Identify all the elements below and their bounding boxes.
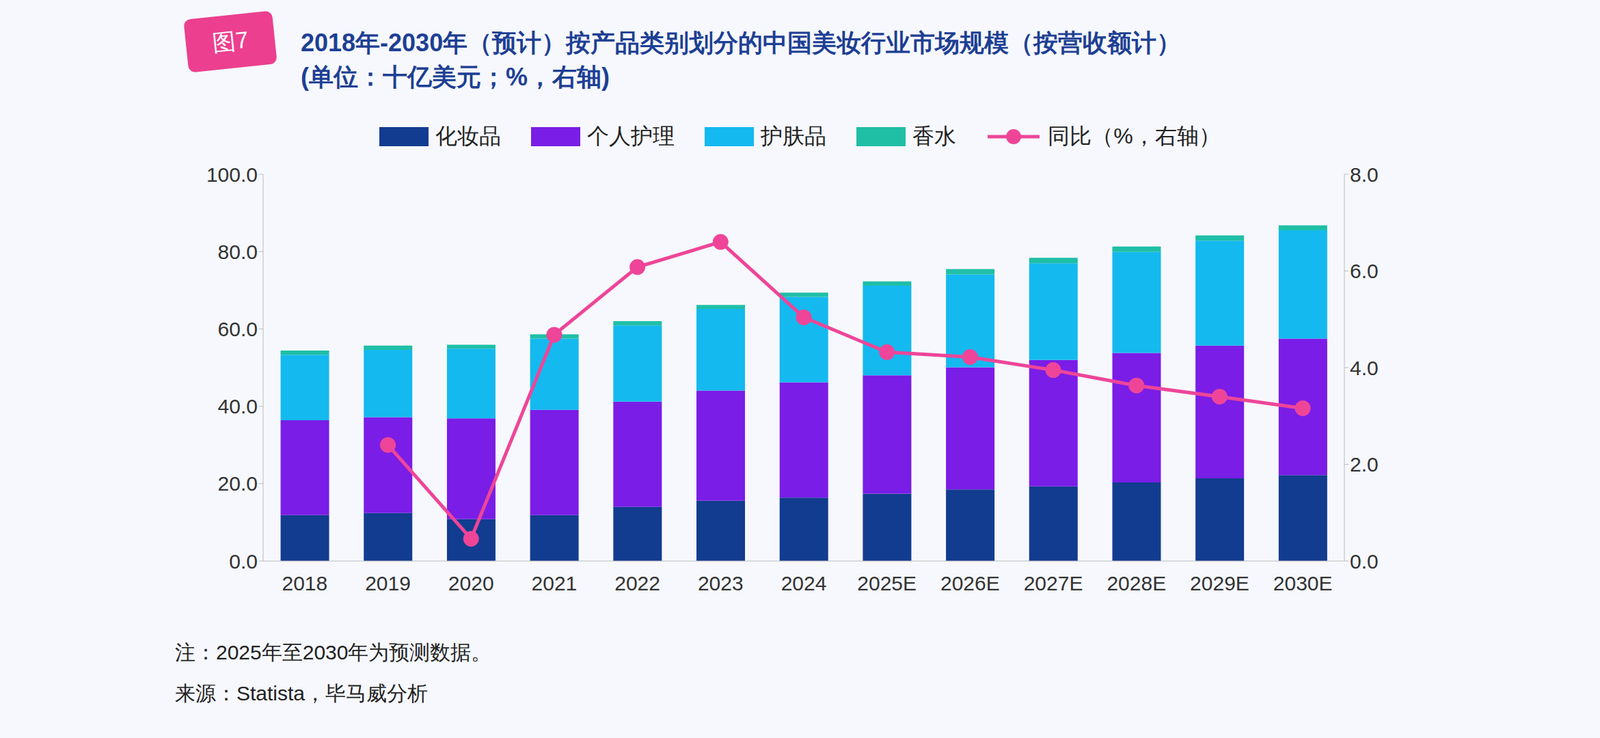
svg-text:100.0: 100.0	[206, 163, 258, 186]
html-text:图7: 图7	[210, 26, 250, 56]
svg-text:2021: 2021	[531, 572, 578, 595]
html-text:同比（%，右轴）: 同比（%，右轴）	[1047, 123, 1221, 149]
svg-text:20.0: 20.0	[218, 472, 258, 495]
svg-text:0.0: 0.0	[228, 550, 258, 573]
svg-text:2022: 2022	[614, 572, 661, 595]
svg-text:2020: 2020	[448, 572, 495, 595]
html-text:个人护理: 个人护理	[587, 123, 675, 149]
svg-text:2.0: 2.0	[1349, 453, 1379, 476]
svg-text:80.0: 80.0	[218, 240, 258, 264]
html-text:护肤品: 护肤品	[760, 123, 827, 149]
svg-text:2029E: 2029E	[1189, 572, 1250, 595]
svg-text:2027E: 2027E	[1023, 572, 1084, 595]
svg-text:6.0: 6.0	[1349, 259, 1379, 283]
svg-text:2026E: 2026E	[940, 572, 1000, 595]
html-text:注：2025年至2030年为预测数据。: 注：2025年至2030年为预测数据。	[174, 641, 492, 664]
svg-text:4.0: 4.0	[1349, 356, 1379, 380]
html-text:来源：Statista，毕马威分析: 来源：Statista，毕马威分析	[174, 682, 428, 705]
svg-text:2024: 2024	[781, 572, 827, 595]
svg-text:2019: 2019	[364, 572, 411, 595]
svg-text:2023: 2023	[697, 572, 744, 595]
svg-text:2030E: 2030E	[1273, 572, 1333, 595]
svg-text:60.0: 60.0	[218, 317, 258, 341]
html-text:化妆品: 化妆品	[435, 123, 502, 149]
html-text:香水: 香水	[912, 123, 957, 149]
svg-text:2028E: 2028E	[1106, 572, 1166, 595]
svg-text:2025E: 2025E	[857, 572, 917, 595]
html-text:(单位：十亿美元；%，右轴): (单位：十亿美元；%，右轴)	[300, 62, 610, 91]
svg-text:8.0: 8.0	[1349, 163, 1379, 186]
html-text:2018年-2030年（预计）按产品类别划分的中国美妆行业市: 2018年-2030年（预计）按产品类别划分的中国美妆行业市场规模（按营收额计）	[300, 28, 1182, 57]
svg-text:40.0: 40.0	[218, 395, 258, 418]
svg-text:0.0: 0.0	[1349, 550, 1379, 573]
svg-text:2018: 2018	[281, 572, 328, 595]
